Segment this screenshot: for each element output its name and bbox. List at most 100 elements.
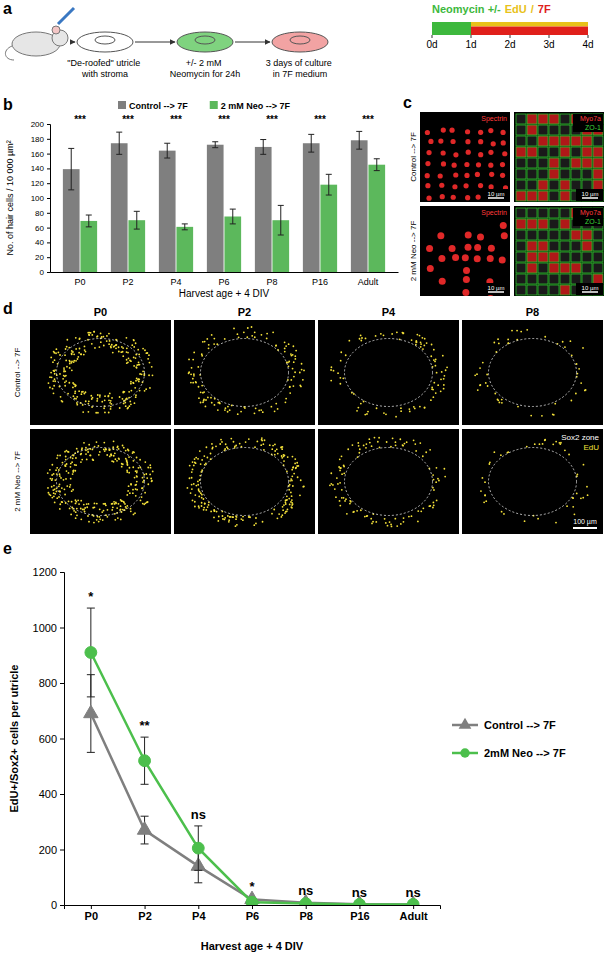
error-bar	[374, 159, 380, 171]
timeline-bar	[471, 27, 588, 35]
scale-bar-label: 10 µm	[488, 285, 505, 291]
scale-bar-label: 10 µm	[582, 285, 599, 291]
tick-label: 400	[39, 788, 57, 800]
micrograph	[420, 112, 510, 202]
error-bar	[230, 209, 236, 224]
channel-label: Myo7a	[580, 209, 601, 217]
dish-icon	[177, 32, 233, 52]
bar	[176, 227, 193, 272]
tick: P2	[138, 905, 151, 922]
column-label: P2	[238, 306, 251, 318]
legend-swatch	[118, 101, 126, 109]
tick-label: 3d	[543, 39, 554, 50]
tick: 1200	[33, 566, 64, 578]
significance: ***	[122, 114, 134, 125]
tick-mark	[252, 905, 253, 909]
row-label: 2 mM Neo --> 7F	[13, 451, 22, 512]
error-bar	[182, 224, 188, 230]
scale-bar-label: 10 µm	[582, 191, 599, 197]
tick-mark	[60, 683, 64, 684]
tick-label: 180	[31, 135, 45, 144]
panel-letter: c	[403, 94, 412, 111]
significance: ***	[218, 114, 230, 125]
bar	[303, 143, 320, 272]
tick: 140	[31, 164, 50, 173]
panel-a: "De-roofed" utricle with stroma+/- 2 mM …	[5, 3, 593, 79]
tick: 100	[31, 194, 50, 203]
step-label: +/- 2 mM Neomycin for 24h	[170, 58, 241, 79]
micrograph	[462, 320, 603, 425]
tick-mark	[359, 905, 360, 909]
tick: P2	[122, 272, 133, 287]
tick-label: P2	[138, 910, 151, 922]
error-bar	[356, 131, 362, 149]
scale-bar-label: 100 µm	[573, 518, 597, 526]
error-bar	[326, 174, 332, 195]
tick-mark	[60, 572, 64, 573]
tick-label: 0	[40, 268, 45, 277]
significance: ***	[74, 114, 86, 125]
tick-label: P8	[266, 277, 277, 287]
tick-label: 120	[31, 179, 45, 188]
tick-mark	[60, 850, 64, 851]
zone-label: Sox2 zone	[561, 433, 599, 442]
tick-mark	[198, 905, 199, 909]
timeline-bar	[471, 22, 588, 27]
tick: 40	[35, 238, 50, 247]
row-label: 2 mM Neo --> 7F	[409, 221, 418, 282]
tick: Adult	[400, 905, 428, 922]
tick: P16	[350, 905, 370, 922]
tick-label: P4	[192, 910, 206, 922]
tick-mark	[588, 35, 589, 38]
tick-mark	[47, 228, 50, 229]
tick-label: 1d	[465, 39, 476, 50]
axis-title: No. of hair cells / 10 000 µm²	[5, 140, 15, 255]
tick: 200	[39, 844, 64, 856]
significance: ns	[406, 885, 421, 900]
tick: 0	[51, 899, 64, 911]
point	[85, 647, 97, 659]
micrograph	[462, 429, 603, 534]
tick: 1000	[33, 622, 64, 634]
tick-label: 80	[35, 209, 44, 218]
tick-label: 4d	[582, 39, 593, 50]
legend-label: 2mM Neo --> 7F	[484, 747, 566, 759]
bar	[351, 140, 368, 272]
error-bar	[164, 143, 170, 158]
tick-label: P6	[246, 910, 259, 922]
bar	[368, 165, 385, 272]
series-line	[91, 714, 413, 905]
bar	[207, 145, 224, 272]
axis-line	[51, 272, 399, 273]
tick-mark	[47, 139, 50, 140]
dish-icon	[272, 32, 328, 52]
tick-label: P16	[312, 277, 328, 287]
tick-mark	[432, 35, 433, 38]
significance: ***	[314, 114, 326, 125]
row-label: Control --> 7F	[409, 132, 418, 182]
timeline-legend: Neomycin +/-	[432, 3, 501, 15]
tick: 400	[39, 788, 64, 800]
tick-label: 0d	[426, 39, 437, 50]
axis-title: Harvest age + 4 DIV	[179, 288, 270, 299]
tick-mark	[60, 905, 64, 906]
row-label: Control --> 7F	[13, 348, 22, 398]
tick-label: 20	[35, 253, 44, 262]
column-label: P0	[94, 306, 107, 318]
tick-label: 140	[31, 164, 45, 173]
significance: ns	[191, 807, 206, 822]
tick: 600	[39, 733, 64, 745]
significance: *	[249, 879, 255, 894]
tick-mark	[145, 905, 146, 909]
column-label: P4	[382, 306, 396, 318]
plot-area	[63, 131, 385, 272]
tick: 800	[39, 677, 64, 689]
legend-marker	[459, 718, 472, 729]
tick-mark	[510, 35, 511, 38]
tick-label: 60	[35, 224, 44, 233]
micrograph	[514, 112, 604, 202]
channel-label: ZO-1	[585, 218, 601, 225]
significance: ns	[298, 883, 313, 898]
point	[84, 705, 98, 717]
channel-label: Spectrin	[481, 209, 507, 217]
